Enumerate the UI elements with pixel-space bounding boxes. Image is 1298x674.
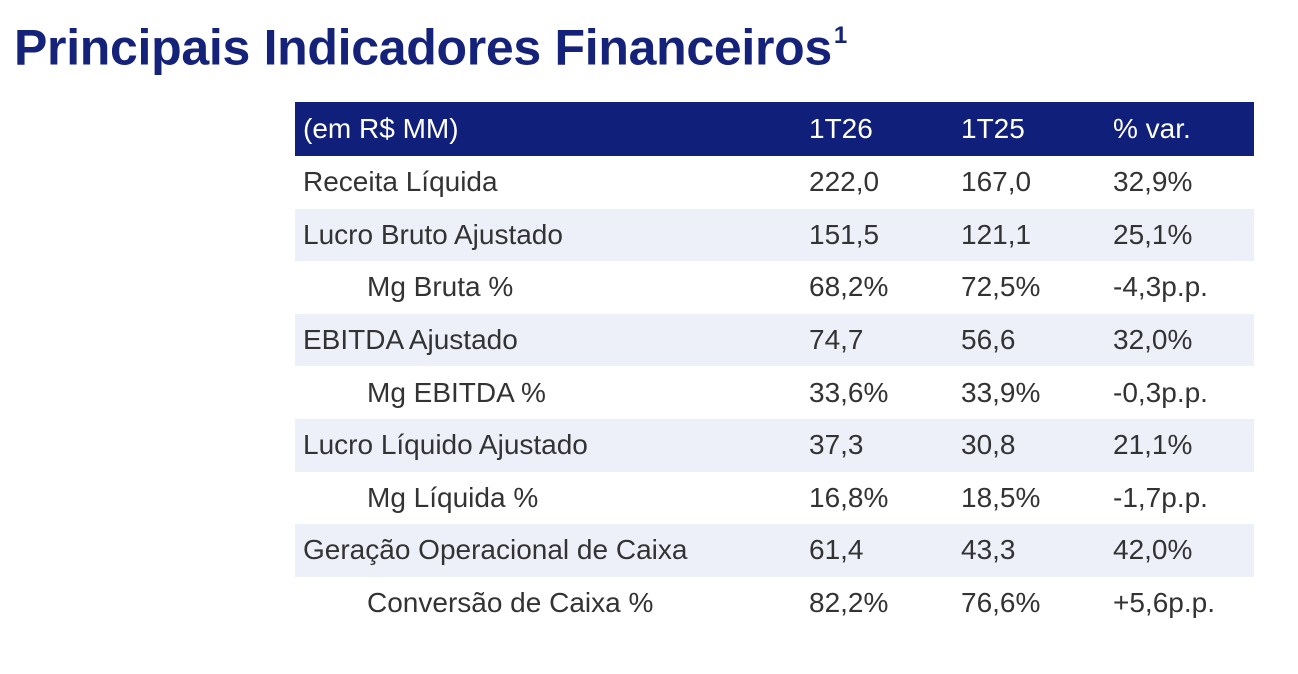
row-label: Receita Líquida: [303, 166, 498, 198]
header-unit: (em R$ MM): [303, 113, 459, 144]
table-row-receita-liquida: Receita Líquida 222,0 167,0 32,9%: [295, 156, 1254, 209]
value-1t26: 33,6%: [809, 376, 889, 408]
title-footnote-marker: 1: [833, 22, 847, 49]
row-label: Lucro Bruto Ajustado: [303, 218, 563, 250]
value-var: 32,0%: [1113, 324, 1193, 356]
value-1t25: 76,6%: [961, 587, 1041, 619]
table-row-mg-liquida: Mg Líquida % 16,8% 18,5% -1,7p.p.: [295, 472, 1254, 525]
value-1t26: 61,4: [809, 534, 864, 566]
table-row-mg-bruta: Mg Bruta % 68,2% 72,5% -4,3p.p.: [295, 261, 1254, 314]
table-row-mg-ebitda: Mg EBITDA % 33,6% 33,9% -0,3p.p.: [295, 366, 1254, 419]
value-1t26: 16,8%: [809, 481, 889, 513]
table-header-row: (em R$ MM) 1T26 1T25 % var.: [295, 102, 1254, 156]
table-row-lucro-liquido: Lucro Líquido Ajustado 37,3 30,8 21,1%: [295, 418, 1254, 472]
row-label: Mg EBITDA %: [367, 376, 546, 408]
value-1t25: 167,0: [961, 166, 1032, 198]
value-1t26: 37,3: [809, 429, 864, 461]
page-title: Principais Indicadores Financeiros1: [14, 8, 847, 80]
value-1t26: 151,5: [809, 218, 880, 250]
header-1t25: 1T25: [961, 113, 1025, 144]
value-var: +5,6p.p.: [1113, 587, 1215, 619]
value-var: 32,9%: [1113, 166, 1193, 198]
table-row-ebitda: EBITDA Ajustado 74,7 56,6 32,0%: [295, 313, 1254, 367]
page-title-text: Principais Indicadores Financeiros: [14, 19, 832, 76]
value-1t25: 30,8: [961, 429, 1016, 461]
header-var: % var.: [1113, 113, 1191, 144]
value-var: -4,3p.p.: [1113, 271, 1208, 303]
value-1t25: 33,9%: [961, 376, 1041, 408]
value-1t25: 121,1: [961, 218, 1032, 250]
table-row-lucro-bruto: Lucro Bruto Ajustado 151,5 121,1 25,1%: [295, 208, 1254, 262]
value-1t26: 74,7: [809, 324, 864, 356]
value-1t25: 72,5%: [961, 271, 1041, 303]
value-var: -1,7p.p.: [1113, 481, 1208, 513]
financial-indicators-table: (em R$ MM) 1T26 1T25 % var. Receita Líqu…: [295, 102, 1254, 629]
table-row-geracao-caixa: Geração Operacional de Caixa 61,4 43,3 4…: [295, 524, 1254, 577]
value-var: 25,1%: [1113, 218, 1193, 250]
value-1t26: 222,0: [809, 166, 880, 198]
row-label: Mg Bruta %: [367, 271, 514, 303]
value-var: -0,3p.p.: [1113, 376, 1208, 408]
row-label: Conversão de Caixa %: [367, 587, 654, 619]
row-label: Lucro Líquido Ajustado: [303, 429, 588, 461]
header-1t26: 1T26: [809, 113, 873, 144]
value-var: 42,0%: [1113, 534, 1193, 566]
value-var: 21,1%: [1113, 429, 1193, 461]
value-1t25: 56,6: [961, 324, 1016, 356]
value-1t25: 18,5%: [961, 481, 1041, 513]
value-1t26: 82,2%: [809, 587, 889, 619]
value-1t26: 68,2%: [809, 271, 889, 303]
value-1t25: 43,3: [961, 534, 1016, 566]
row-label: Geração Operacional de Caixa: [303, 534, 688, 566]
table-row-conversao-caixa: Conversão de Caixa % 82,2% 76,6% +5,6p.p…: [295, 577, 1254, 630]
row-label: EBITDA Ajustado: [303, 324, 518, 356]
row-label: Mg Líquida %: [367, 481, 539, 513]
